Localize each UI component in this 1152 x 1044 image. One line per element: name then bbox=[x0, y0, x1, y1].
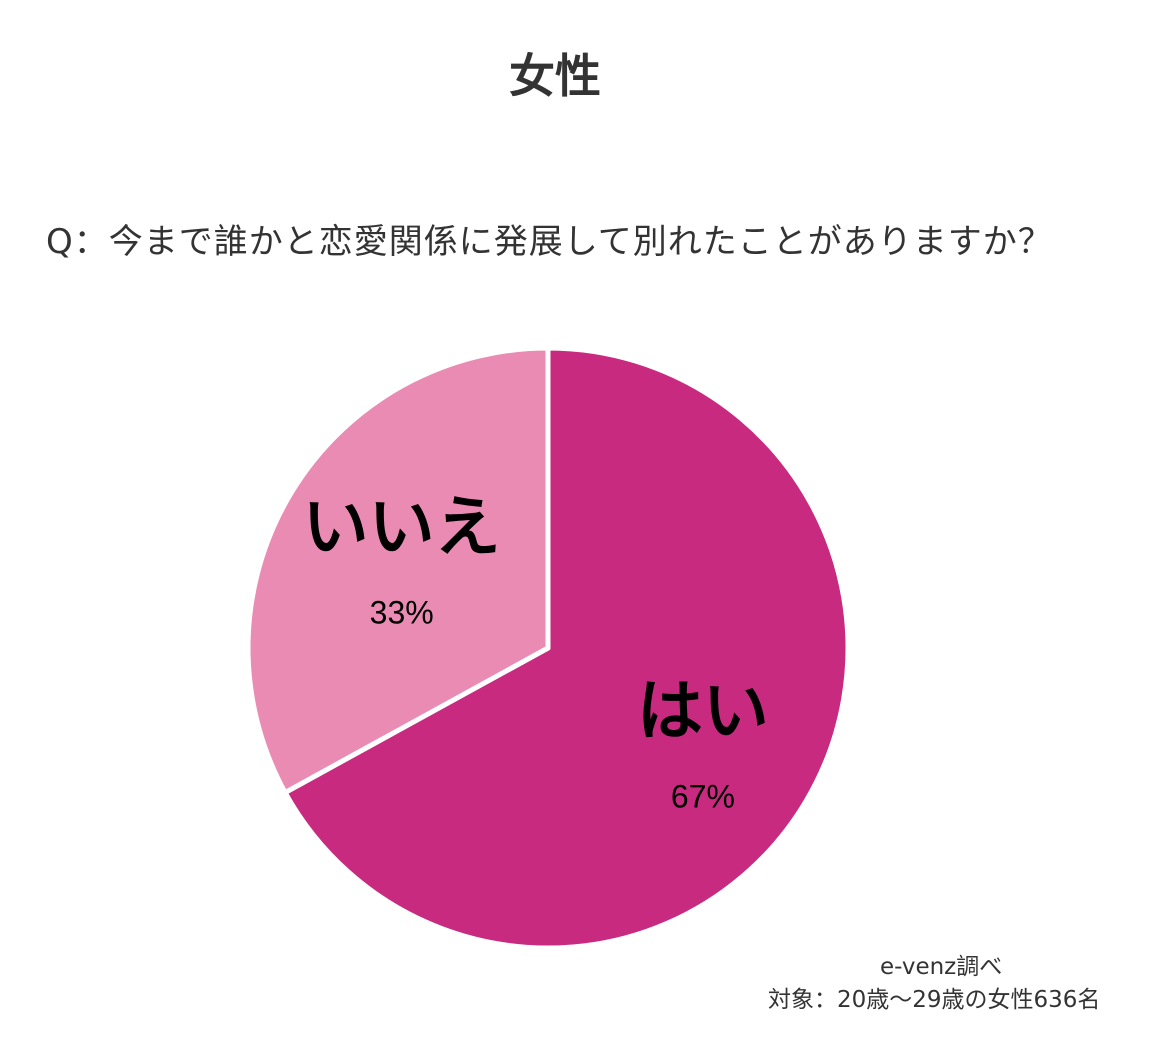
source-note: e-venz調べ bbox=[880, 954, 1003, 980]
slice-label-no: いいえ bbox=[303, 488, 501, 565]
chart-subtitle: Q：今まで誰かと恋愛関係に発展して別れたことがありますか？ bbox=[46, 222, 1053, 262]
pie-slice-no bbox=[245, 345, 551, 796]
slice-label-yes: はい bbox=[637, 673, 769, 750]
slice-value-yes: 67% bbox=[671, 779, 735, 815]
pie-slice-yes bbox=[282, 345, 851, 951]
slice-value-no: 33% bbox=[370, 594, 434, 630]
target-note: 対象：20歳〜29歳の女性636名 bbox=[768, 987, 1101, 1013]
chart-title: 女性 bbox=[509, 49, 601, 103]
